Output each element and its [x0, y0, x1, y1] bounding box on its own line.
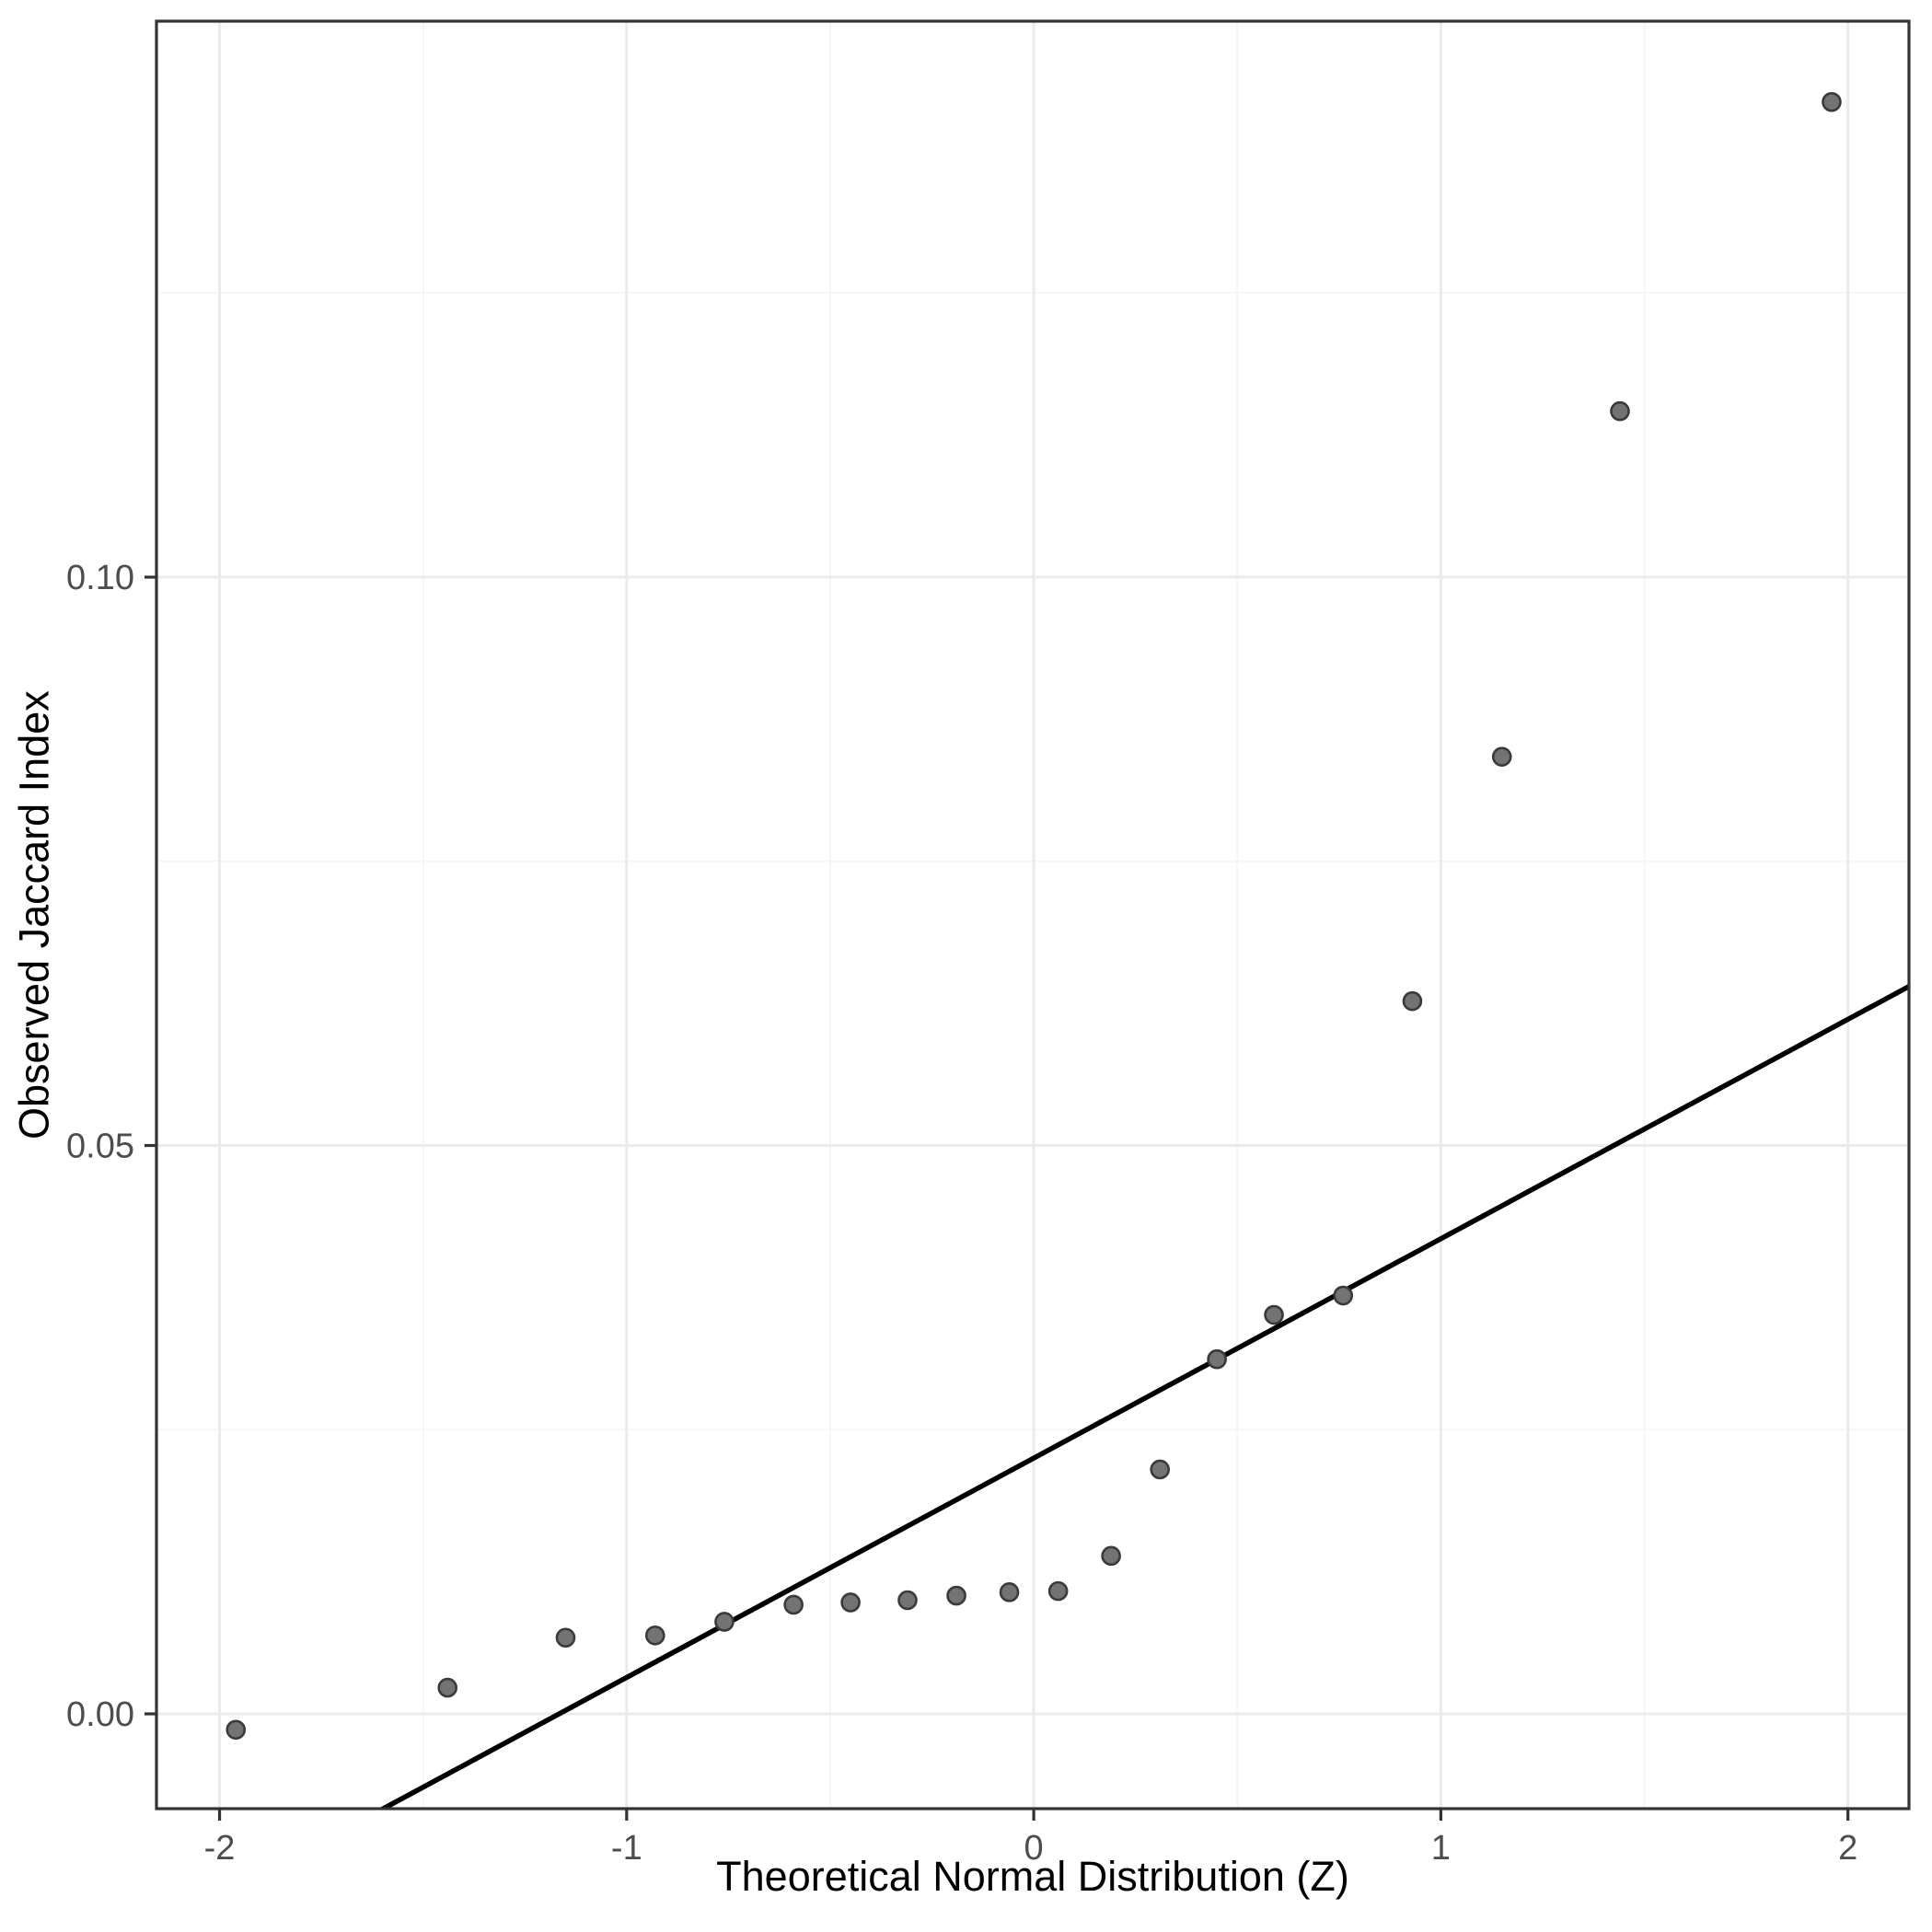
x-tick-label: 1	[1431, 1829, 1451, 1868]
data-point	[840, 1592, 861, 1613]
data-point	[644, 1625, 665, 1646]
data-point	[1333, 1285, 1354, 1306]
data-point	[1822, 92, 1842, 112]
x-axis-title: Theoretical Normal Distribution (Z)	[716, 1853, 1349, 1900]
data-point	[783, 1594, 804, 1615]
data-point	[1101, 1545, 1121, 1567]
data-point	[555, 1627, 576, 1649]
data-point	[999, 1582, 1020, 1602]
data-point	[946, 1585, 966, 1606]
x-tick-label: 2	[1838, 1829, 1857, 1868]
y-tick-label: 0.10	[66, 559, 134, 597]
y-tick-label: 0.00	[66, 1695, 134, 1734]
data-point	[1491, 746, 1512, 767]
y-tick-label: 0.05	[66, 1128, 134, 1166]
data-point	[437, 1677, 458, 1698]
data-point	[226, 1719, 247, 1741]
y-axis-title: Observed Jaccard Index	[10, 690, 58, 1140]
data-point	[1264, 1304, 1284, 1325]
data-point	[1610, 400, 1630, 422]
qq-reference-line	[377, 984, 1909, 1809]
data-point	[1402, 990, 1423, 1012]
data-point	[1150, 1459, 1171, 1480]
data-point	[1047, 1580, 1069, 1602]
x-tick-label: -1	[611, 1829, 642, 1868]
data-point	[714, 1612, 735, 1632]
x-tick-label: -2	[204, 1829, 236, 1868]
data-point	[897, 1590, 918, 1611]
x-tick-label: 0	[1024, 1829, 1044, 1868]
data-point	[1207, 1348, 1227, 1370]
